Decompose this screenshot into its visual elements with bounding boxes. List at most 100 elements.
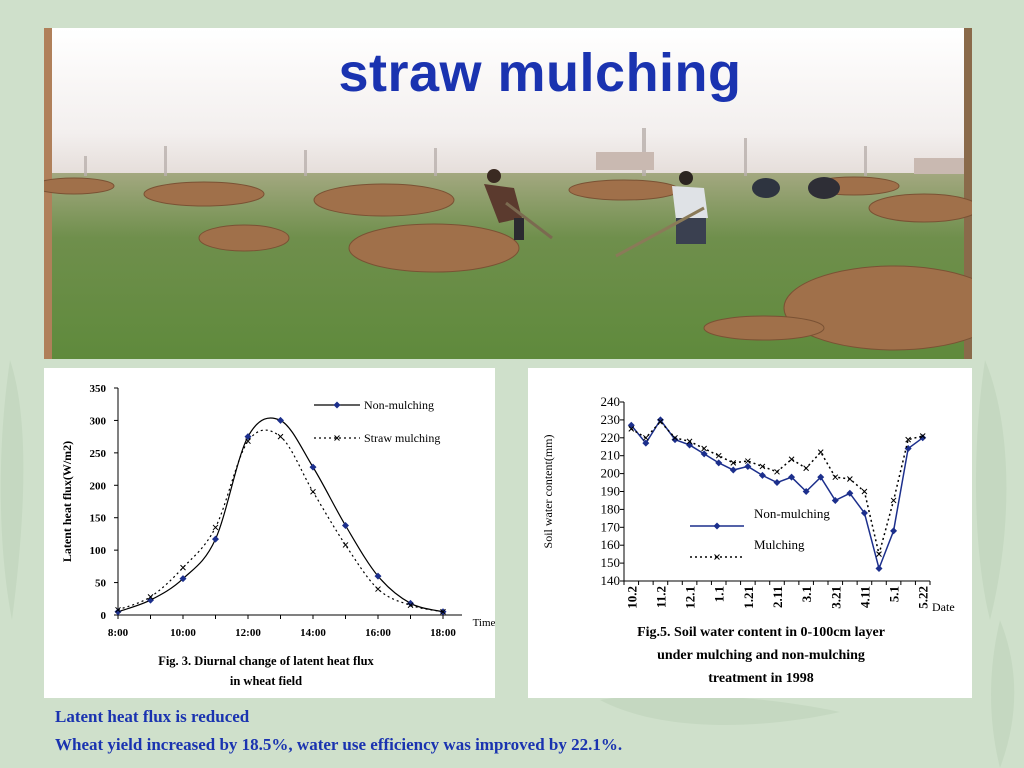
data-point: [773, 479, 781, 487]
data-point: [802, 488, 810, 495]
x-tick-label: 18:00: [430, 627, 456, 639]
y-tick-label: 210: [601, 448, 621, 463]
data-point: [803, 465, 809, 472]
y-tick-label: 100: [90, 545, 107, 557]
data-point: [374, 572, 382, 580]
data-point: [860, 509, 868, 517]
data-point: [744, 462, 752, 470]
data-point: [245, 438, 251, 445]
data-point: [310, 488, 316, 495]
legend-label: Mulching: [754, 537, 805, 552]
series-line-mulching: [630, 420, 923, 555]
data-point: [642, 439, 650, 447]
data-point: [309, 463, 317, 471]
y-axis-label: Latent heat flux(W/m2): [60, 441, 74, 562]
data-point: [817, 473, 825, 481]
data-point: [701, 445, 707, 452]
data-point: [745, 458, 751, 464]
data-point: [890, 527, 898, 535]
data-point: [817, 449, 824, 455]
data-point: [628, 425, 635, 432]
y-tick-label: 50: [95, 578, 107, 590]
x-tick-label: 8:00: [108, 627, 129, 639]
data-point: [671, 436, 679, 444]
y-tick-label: 190: [601, 484, 621, 499]
data-point: [407, 599, 414, 607]
y-tick-label: 180: [601, 501, 621, 516]
x-tick-label: 3.1: [799, 586, 814, 602]
legend-marker: [714, 554, 720, 560]
x-tick-label: 5.1: [887, 586, 902, 602]
data-point: [715, 452, 722, 459]
data-point: [875, 564, 883, 572]
x-tick-label: 12:00: [235, 627, 261, 639]
data-point: [212, 535, 219, 543]
x-tick-label: 3.21: [828, 586, 843, 609]
data-point: [788, 456, 795, 463]
figure-caption: under mulching and non-mulching: [657, 648, 865, 663]
data-point: [919, 434, 927, 442]
x-tick-label: 11.2: [653, 586, 668, 608]
data-point: [115, 606, 121, 613]
x-tick-label: 14:00: [300, 627, 326, 639]
y-tick-label: 350: [90, 383, 107, 395]
figure-caption: in wheat field: [230, 674, 302, 688]
field-photo-illustration: [44, 28, 972, 359]
data-point: [876, 551, 882, 558]
data-point: [686, 438, 693, 445]
data-point: [656, 416, 664, 424]
y-tick-label: 0: [101, 610, 107, 622]
figure-caption: treatment in 1998: [708, 671, 814, 686]
data-point: [904, 445, 912, 453]
data-point: [147, 596, 154, 604]
series-line-non-mulching: [117, 417, 444, 613]
data-point: [179, 575, 187, 583]
data-point: [919, 433, 926, 439]
legend-marker: [333, 401, 341, 409]
data-point: [861, 488, 868, 495]
caption-line-2: Wheat yield increased by 18.5%, water us…: [55, 735, 623, 754]
y-axis-label: Soil water content(mm): [541, 435, 555, 549]
data-point: [277, 416, 284, 424]
y-tick-label: 200: [90, 480, 107, 492]
figure-caption: Fig. 3. Diurnal change of latent heat fl…: [158, 654, 374, 668]
data-point: [890, 497, 897, 504]
legend-label: Non-mulching: [754, 506, 830, 521]
data-point: [342, 542, 349, 548]
y-tick-label: 300: [90, 415, 107, 427]
data-point: [180, 564, 186, 571]
latent-heat-chart: 0 50 100 150 200 250 300 350 8:00 10:00 12:00 14:00…: [60, 383, 495, 688]
data-point: [440, 608, 446, 615]
x-tick-label: 5.22: [916, 586, 931, 609]
figure-caption: Fig.5. Soil water content in 0-100cm lay…: [637, 625, 885, 640]
y-tick-label: 230: [601, 412, 621, 427]
x-tick-label: 4.11: [857, 586, 872, 608]
y-tick-label: 200: [601, 466, 621, 481]
data-point: [342, 521, 349, 529]
y-tick-label: 220: [601, 430, 621, 445]
x-tick-label: 1.1: [712, 586, 727, 602]
data-point: [730, 460, 737, 466]
y-tick-label: 150: [601, 555, 621, 570]
data-point: [846, 489, 854, 497]
data-point: [758, 471, 766, 479]
series-line-straw-mulching: [117, 429, 444, 613]
y-tick-label: 170: [601, 519, 621, 534]
y-tick-label: 160: [601, 537, 621, 552]
legend-marker: [713, 522, 721, 530]
data-point: [729, 466, 737, 474]
x-axis-label: Time: [473, 617, 495, 629]
y-tick-label: 250: [90, 448, 107, 460]
legend-marker: [334, 435, 340, 441]
caption-line-1: Latent heat flux is reduced: [55, 707, 250, 726]
x-tick-label: 10.2: [624, 586, 639, 609]
data-point: [774, 468, 780, 475]
data-point: [788, 473, 796, 481]
data-point: [831, 496, 839, 504]
x-tick-label: 16:00: [365, 627, 391, 639]
y-tick-label: 150: [90, 513, 107, 525]
x-axis-label: Date: [932, 600, 955, 614]
data-point: [407, 602, 414, 609]
soil-water-chart: 140 150 160 170 180 190 200 210 220 230 240 10.2 11.…: [541, 394, 955, 686]
data-point: [847, 476, 853, 482]
